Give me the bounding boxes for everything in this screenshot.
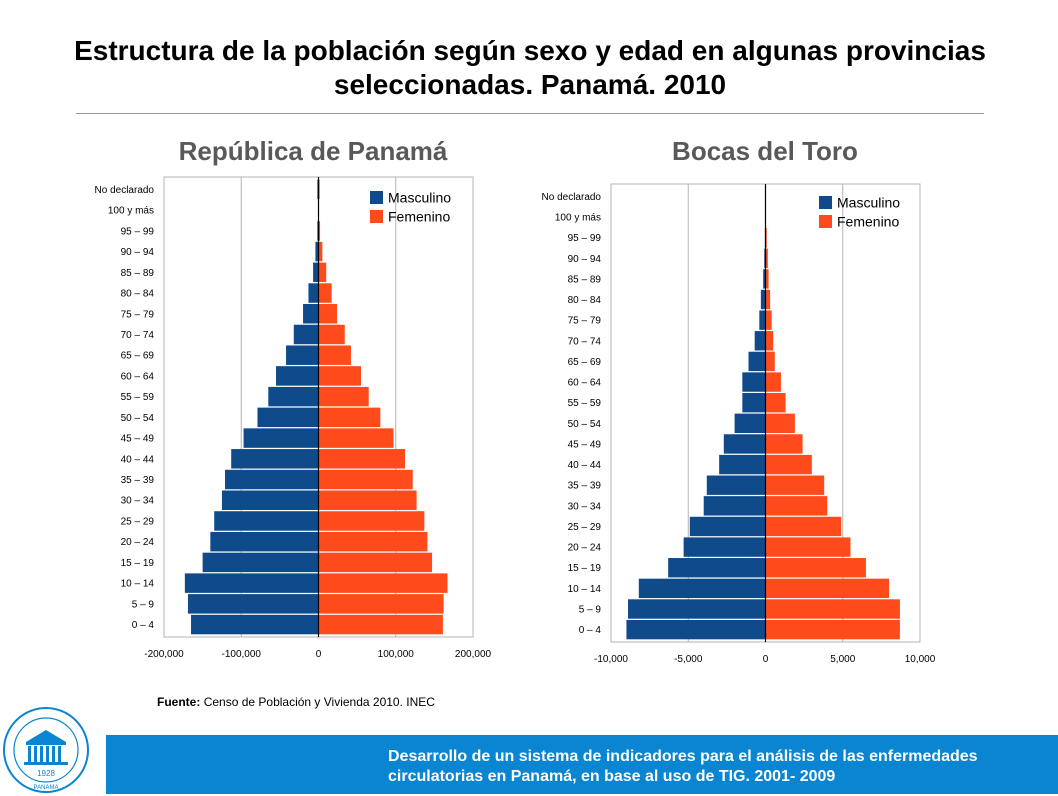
chart-1-bar-femenino (766, 476, 825, 495)
chart-1-bar-femenino (766, 517, 842, 536)
chart-1-bar-masculino (724, 434, 766, 453)
footer-text: Desarrollo de un sistema de indicadores … (388, 747, 1058, 787)
source-note: Fuente: Censo de Población y Vivienda 20… (157, 695, 435, 709)
chart-1-bar-masculino (719, 455, 765, 474)
chart-1-legend-label: Masculino (837, 195, 900, 211)
chart-1-y-tick-label: 95 – 99 (568, 233, 602, 244)
chart-1-y-tick-label: 20 – 24 (568, 543, 602, 554)
chart-1-bar-masculino (707, 476, 766, 495)
chart-1-y-tick-label: 85 – 89 (568, 274, 602, 285)
chart-1-y-tick-label: 15 – 19 (568, 563, 602, 574)
chart-1-x-tick-label: -10,000 (594, 654, 628, 665)
chart-1-bar-femenino (766, 352, 775, 371)
chart-1-bar-femenino (766, 434, 803, 453)
chart-1-bar-masculino (755, 331, 766, 350)
chart-1-bar-masculino (759, 310, 765, 329)
chart-1-bar-masculino (761, 290, 766, 309)
chart-bocas-del-toro: Bocas del Toro -10,000 -5,000 0 5,000 10,000 0… (0, 0, 1058, 700)
chart-1-x-tick-label: 10,000 (905, 654, 936, 665)
chart-1-y-tick-label: 65 – 69 (568, 357, 602, 368)
chart-1-title: Bocas del Toro (672, 136, 858, 166)
chart-1-bar-masculino (690, 517, 766, 536)
chart-1-legend-label: Femenino (837, 214, 899, 230)
chart-1-legend-swatch (819, 196, 832, 209)
chart-1-y-tick-label: 50 – 54 (568, 419, 602, 430)
chart-1-bar-masculino (639, 579, 766, 598)
chart-1-legend-swatch (819, 215, 832, 228)
chart-1-bar-masculino (735, 414, 766, 433)
chart-1-bar-femenino (766, 372, 781, 391)
chart-1-bar-femenino (766, 393, 786, 412)
logo-place: PANAMA (34, 785, 59, 791)
chart-1-bar-femenino (766, 290, 771, 309)
chart-1-bar-masculino (704, 496, 766, 515)
chart-1-y-tick-label: 70 – 74 (568, 336, 602, 347)
chart-1-bar-femenino (766, 455, 812, 474)
chart-1-bar-femenino (766, 496, 828, 515)
chart-1-bar-masculino (742, 393, 765, 412)
chart-1-x-tick-label: 5,000 (830, 654, 855, 665)
chart-1-y-tick-label: 55 – 59 (568, 398, 602, 409)
chart-1-bar-femenino (766, 537, 851, 556)
chart-1-y-tick-label: 100 y más (555, 213, 601, 224)
chart-1-y-tick-label: 75 – 79 (568, 316, 602, 327)
chart-1-bar-femenino (766, 579, 890, 598)
chart-1-y-tick-label: 40 – 44 (568, 460, 602, 471)
chart-1-x-tick-label: -5,000 (674, 654, 703, 665)
institute-seal-icon: 1928 PANAMA (0, 704, 100, 796)
chart-1-y-tick-label: 0 – 4 (579, 625, 602, 636)
chart-1-y-tick-label: 5 – 9 (579, 604, 602, 615)
chart-1-y-tick-label: No declarado (542, 192, 602, 203)
chart-1-y-tick-label: 60 – 64 (568, 378, 602, 389)
chart-1-bar-femenino (766, 414, 795, 433)
source-text: Censo de Población y Vivienda 2010. INEC (204, 695, 435, 709)
logo-year: 1928 (37, 769, 55, 778)
chart-1-bar-masculino (742, 372, 765, 391)
chart-1-y-tick-label: 35 – 39 (568, 481, 602, 492)
chart-1-bar-masculino (626, 620, 765, 639)
chart-1-bar-femenino (766, 620, 900, 639)
chart-1-bar-masculino (628, 599, 766, 618)
chart-1-y-tick-label: 90 – 94 (568, 254, 602, 265)
chart-1-y-tick-label: 80 – 84 (568, 295, 602, 306)
chart-1-bar-masculino (668, 558, 765, 577)
chart-1-y-tick-label: 10 – 14 (568, 584, 602, 595)
chart-1-bar-masculino (749, 352, 766, 371)
chart-1-y-tick-label: 30 – 34 (568, 501, 602, 512)
chart-1-bar-femenino (766, 331, 774, 350)
source-label: Fuente: (157, 695, 200, 709)
chart-1-x-tick-label: 0 (763, 654, 769, 665)
chart-1-y-tick-label: 45 – 49 (568, 439, 602, 450)
chart-1-bar-femenino (766, 558, 866, 577)
chart-1-y-tick-label: 25 – 29 (568, 522, 602, 533)
chart-1-bar-femenino (766, 310, 772, 329)
chart-1-bar-femenino (766, 599, 900, 618)
chart-1-bar-masculino (684, 537, 766, 556)
